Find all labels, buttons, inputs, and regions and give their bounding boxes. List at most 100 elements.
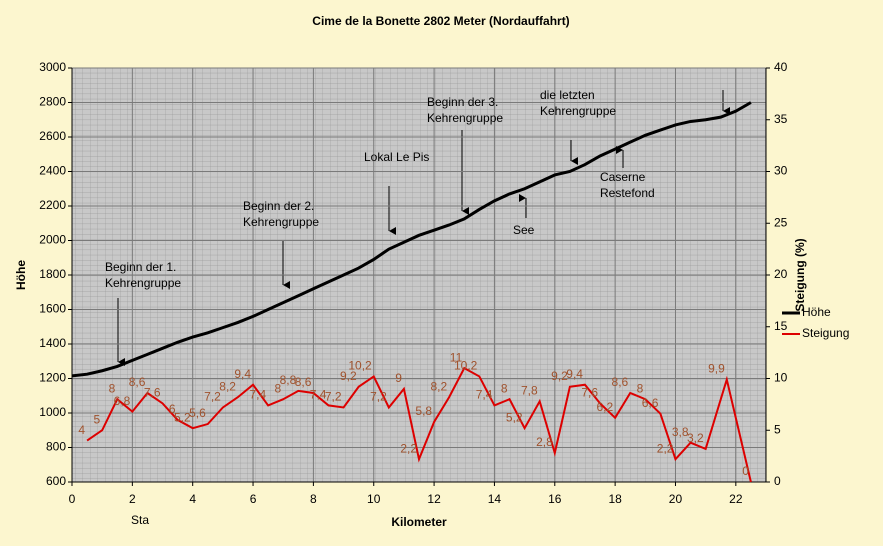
y-tick-label: 600 [46,474,66,488]
y2-tick-label: 40 [774,60,788,74]
y-tick-label: 2000 [39,233,66,247]
data-label: 7,4 [249,388,266,402]
data-label: 8 [109,381,116,395]
data-label: 6,8 [114,394,131,408]
data-label: 9,9 [708,362,725,376]
y2-tick-label: 20 [774,267,788,281]
data-label: 0 [742,464,749,478]
data-label: 8,2 [219,379,236,393]
y2-tick-label: 5 [774,422,781,436]
data-label: 7,6 [144,386,161,400]
data-label: 9 [395,371,402,385]
y-tick-label: 1600 [39,302,66,316]
annotation: Restefond [600,186,655,200]
data-label: 3,2 [687,431,704,445]
data-label: 8,2 [430,379,447,393]
data-label: 5,2 [506,410,523,424]
x-tick-label: 22 [729,492,743,506]
annotation: See [513,223,535,237]
data-label: 7,6 [581,386,598,400]
series-line [86,366,752,483]
y-tick-label: 1800 [39,267,66,281]
data-label: 9,2 [340,369,357,383]
x-tick-label: 18 [608,492,622,506]
annotation: die letzten [540,88,595,102]
legend-label: Steigung [802,326,849,340]
x-tick-label: 4 [189,492,196,506]
data-label: 7,2 [325,390,342,404]
y2-tick-label: 15 [774,319,788,333]
series-line [71,101,752,378]
legend-label: Höhe [802,305,831,319]
data-label: 8 [637,381,644,395]
annotation: Beginn der 3. [427,95,498,109]
data-label: 7,2 [370,390,387,404]
data-label: 10,2 [454,359,478,373]
x-note: Sta [131,513,149,527]
data-label: 8 [275,381,282,395]
data-label: 7,4 [310,388,327,402]
y2-axis-label: Steigung (%) [793,238,807,311]
x-tick-label: 0 [69,492,76,506]
y2-tick-label: 30 [774,164,788,178]
y2-tick-label: 25 [774,215,788,229]
y-tick-label: 800 [46,440,66,454]
data-label: 6,6 [642,396,659,410]
data-label: 2,8 [536,435,553,449]
annotation: Caserne [600,170,646,184]
data-label: 5,6 [189,406,206,420]
data-label: 3,8 [672,425,689,439]
annotation: Beginn der 1. [105,260,176,274]
x-tick-label: 2 [129,492,136,506]
data-label: 10,2 [348,359,372,373]
y-tick-label: 1400 [39,336,66,350]
y-tick-label: 2800 [39,95,66,109]
annotation: Lokal Le Pis [364,150,429,164]
data-label: 5 [93,412,100,426]
data-label: 8,6 [612,375,629,389]
data-label: 9,4 [566,367,583,381]
x-tick-label: 6 [250,492,257,506]
data-label: 7,4 [476,388,493,402]
x-tick-label: 14 [488,492,502,506]
data-label: 2,2 [400,441,417,455]
data-label: 4 [78,423,85,437]
y-tick-label: 2200 [39,198,66,212]
data-label: 7,8 [521,383,538,397]
data-label: 6,2 [596,400,613,414]
y-axis-label: Höhe [14,260,28,290]
data-label: 8,6 [295,375,312,389]
y-tick-label: 3000 [39,60,66,74]
data-label: 9,2 [551,369,568,383]
data-label: 5,2 [174,410,191,424]
y2-tick-label: 0 [774,474,781,488]
y-tick-label: 2400 [39,164,66,178]
data-label: 11 [450,350,463,364]
chart-title: Cime de la Bonette 2802 Meter (Nordauffa… [312,14,569,28]
y2-tick-label: 35 [774,112,788,126]
x-axis-label: Kilometer [391,515,447,529]
y2-tick-label: 10 [774,371,788,385]
x-tick-label: 8 [310,492,317,506]
x-tick-label: 20 [669,492,683,506]
data-label: 9,4 [234,367,251,381]
annotation: Kehrengruppe [427,111,503,125]
x-tick-label: 12 [427,492,441,506]
annotation: Kehrengruppe [105,276,181,290]
arrows [117,90,730,366]
annotation: Kehrengruppe [243,215,319,229]
data-label: 5,8 [415,404,432,418]
data-label: 2,2 [657,441,674,455]
y-tick-label: 1200 [39,371,66,385]
data-label: 6 [169,402,176,416]
data-label: 8,8 [280,373,297,387]
data-label: 7,2 [204,390,221,404]
y-tick-label: 1000 [39,405,66,419]
annotation: Beginn der 2. [243,199,314,213]
data-label: 8 [501,381,508,395]
x-tick-label: 10 [367,492,381,506]
x-tick-label: 16 [548,492,562,506]
y-tick-label: 2600 [39,129,66,143]
data-label: 8,6 [129,375,146,389]
